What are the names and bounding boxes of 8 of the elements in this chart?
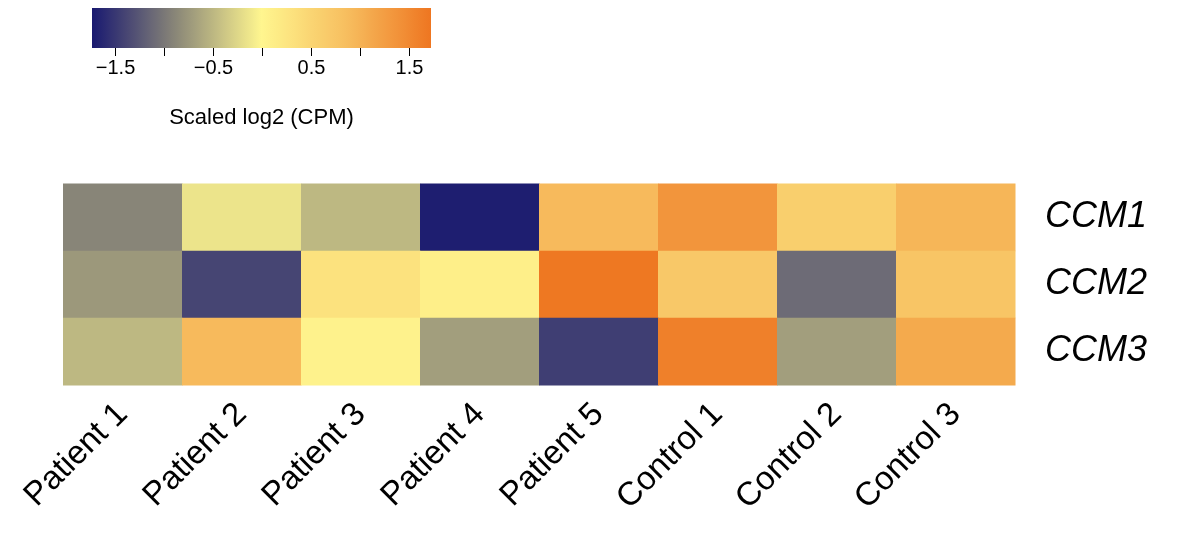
color-bar-label: 0.5: [297, 55, 326, 78]
y-tick-label: CCM2: [1045, 261, 1148, 303]
color-bar-label: 1.5: [395, 55, 424, 78]
y-tick-label: CCM1: [1045, 194, 1148, 236]
color-bar-title: Scaled log2 (CPM): [169, 103, 354, 129]
color-bar-label: −0.5: [193, 55, 234, 78]
color-bar-label: −1.5: [95, 55, 136, 78]
y-tick-label: CCM3: [1045, 328, 1148, 370]
